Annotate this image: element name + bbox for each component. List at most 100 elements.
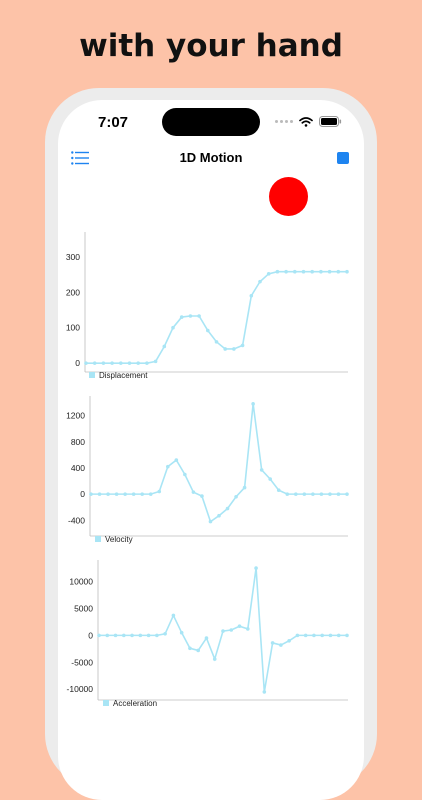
y-tick-label: 200 bbox=[66, 287, 80, 297]
data-point bbox=[232, 347, 236, 351]
data-point bbox=[200, 494, 204, 498]
data-point bbox=[196, 648, 200, 653]
legend-label: Velocity bbox=[105, 535, 133, 544]
data-point bbox=[110, 361, 114, 365]
data-point bbox=[279, 643, 283, 647]
data-point bbox=[262, 690, 267, 694]
y-tick-label: -10000 bbox=[67, 684, 94, 694]
data-point bbox=[138, 633, 143, 638]
list-icon[interactable] bbox=[71, 151, 89, 165]
data-point bbox=[214, 340, 219, 344]
data-point bbox=[130, 633, 134, 638]
data-point bbox=[319, 269, 323, 274]
data-point bbox=[122, 633, 126, 638]
phone-screen: 7:07 1D Motion 300 200 100 0 Displacement 12… bbox=[58, 100, 364, 800]
data-point bbox=[145, 361, 149, 365]
data-point bbox=[140, 492, 144, 496]
data-point bbox=[302, 492, 307, 496]
data-point bbox=[217, 513, 221, 518]
data-point bbox=[301, 269, 306, 274]
data-point bbox=[312, 633, 316, 638]
data-point bbox=[240, 343, 245, 348]
data-point bbox=[275, 269, 280, 274]
data-point bbox=[311, 492, 315, 496]
data-point bbox=[155, 633, 159, 638]
data-point bbox=[179, 630, 184, 635]
data-point bbox=[171, 613, 176, 618]
series-line bbox=[91, 403, 347, 523]
y-tick-label: 400 bbox=[71, 463, 85, 473]
data-point bbox=[162, 344, 167, 349]
signal-icon bbox=[275, 120, 293, 123]
data-point bbox=[148, 492, 153, 496]
y-tick-label: 0 bbox=[75, 358, 80, 368]
data-point bbox=[206, 328, 210, 333]
data-point bbox=[270, 641, 275, 645]
data-point bbox=[336, 633, 341, 638]
series-line bbox=[86, 270, 347, 364]
data-point bbox=[268, 477, 272, 481]
y-tick-label: 0 bbox=[88, 630, 93, 640]
y-tick-label: 0 bbox=[80, 489, 85, 499]
acceleration-chart: 10000 5000 0 -5000 -10000 Acceleration bbox=[67, 560, 349, 708]
data-point bbox=[114, 492, 119, 496]
data-point bbox=[97, 633, 101, 638]
data-point bbox=[327, 269, 332, 274]
legend-label: Displacement bbox=[99, 371, 148, 380]
legend-label: Acceleration bbox=[113, 699, 157, 708]
y-tick-label: 800 bbox=[71, 437, 85, 447]
data-point bbox=[294, 492, 298, 496]
data-point bbox=[345, 492, 349, 496]
legend-swatch bbox=[95, 536, 101, 542]
y-tick-label: 1200 bbox=[66, 411, 85, 421]
data-point bbox=[237, 624, 242, 629]
data-point bbox=[234, 494, 238, 499]
data-point bbox=[223, 347, 227, 351]
data-point bbox=[123, 492, 127, 496]
data-point bbox=[336, 492, 341, 496]
data-point bbox=[92, 361, 97, 365]
data-point bbox=[242, 485, 247, 490]
data-point bbox=[191, 490, 196, 494]
data-point bbox=[101, 361, 106, 365]
y-tick-label: -5000 bbox=[71, 657, 93, 667]
data-point bbox=[188, 314, 193, 318]
data-point bbox=[246, 627, 250, 631]
motion-ball bbox=[269, 177, 308, 216]
data-point bbox=[166, 464, 170, 469]
data-point bbox=[345, 269, 349, 274]
velocity-chart: 1200 800 400 0 -400 Velocity bbox=[66, 396, 349, 544]
data-point bbox=[254, 566, 258, 570]
data-point bbox=[105, 633, 110, 638]
data-point bbox=[266, 272, 271, 276]
data-point bbox=[328, 633, 333, 638]
data-point bbox=[212, 657, 217, 661]
data-point bbox=[284, 269, 288, 274]
y-tick-label: 100 bbox=[66, 323, 80, 333]
data-point bbox=[163, 631, 167, 636]
data-point bbox=[174, 458, 179, 462]
legend-swatch bbox=[89, 372, 95, 378]
data-point bbox=[208, 519, 213, 524]
data-point bbox=[171, 325, 175, 330]
data-point bbox=[97, 492, 102, 496]
data-point bbox=[188, 646, 192, 651]
data-point bbox=[106, 492, 110, 496]
data-point bbox=[221, 629, 225, 633]
wifi-icon bbox=[299, 116, 313, 127]
data-point bbox=[127, 361, 132, 365]
nav-title: 1D Motion bbox=[179, 150, 243, 165]
data-point bbox=[295, 633, 300, 638]
data-point bbox=[84, 361, 88, 365]
status-time: 7:07 bbox=[98, 114, 129, 131]
stop-button[interactable] bbox=[337, 152, 349, 164]
y-tick-label: 5000 bbox=[74, 603, 93, 613]
data-point bbox=[336, 269, 341, 274]
y-tick-label: 300 bbox=[66, 252, 80, 262]
data-point bbox=[259, 468, 264, 472]
battery-icon bbox=[319, 116, 342, 127]
data-point bbox=[310, 269, 314, 274]
data-point bbox=[287, 638, 291, 643]
y-tick-label: 10000 bbox=[69, 577, 93, 587]
data-point bbox=[183, 472, 187, 477]
